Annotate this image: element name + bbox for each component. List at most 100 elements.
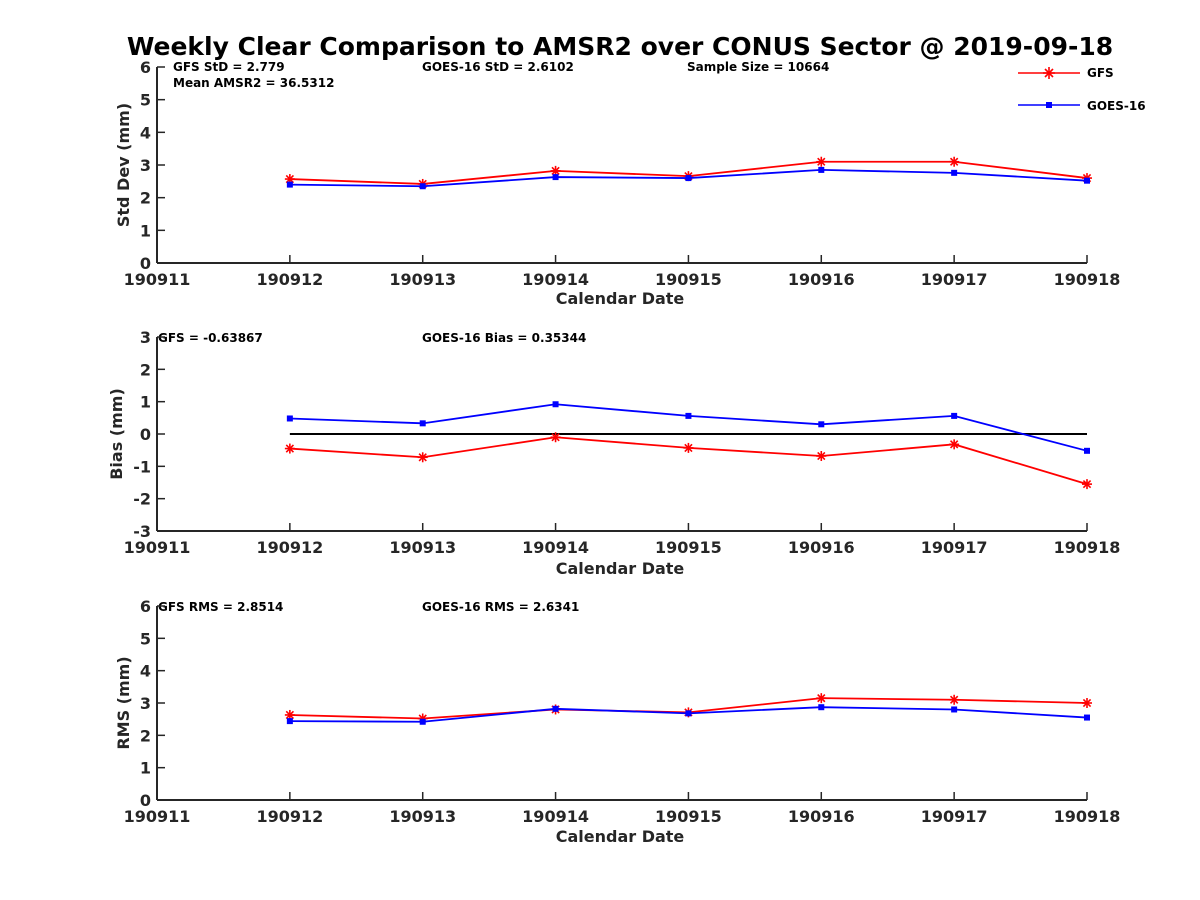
data-point-goes-16 [818, 421, 825, 428]
data-point-gfs [417, 452, 428, 463]
x-tick-label: 190911 [124, 270, 191, 289]
x-tick-label: 190915 [655, 538, 722, 557]
data-point-gfs [1082, 698, 1092, 708]
x-axis-label: Calendar Date [556, 289, 685, 308]
y-tick-label: 0 [140, 425, 151, 444]
y-axis-label: Bias (mm) [107, 388, 126, 480]
data-point-goes-16 [1084, 177, 1090, 184]
y-tick-label: 6 [140, 58, 151, 77]
x-tick-label: 190911 [124, 538, 191, 557]
x-tick-label: 190912 [256, 807, 323, 826]
data-point-goes-16 [818, 704, 825, 711]
x-tick-label: 190917 [921, 270, 988, 289]
annotation-gfs-bias: GFS = -0.63867 [158, 331, 263, 345]
y-tick-label: 6 [140, 597, 151, 616]
y-tick-label: -3 [133, 522, 151, 541]
data-point-goes-16 [286, 718, 293, 725]
data-point-goes-16 [951, 706, 958, 713]
x-tick-label: 190913 [389, 807, 456, 826]
y-tick-label: 2 [140, 726, 151, 745]
y-tick-label: 5 [140, 629, 151, 648]
x-tick-label: 190911 [124, 807, 191, 826]
x-tick-label: 190915 [655, 270, 722, 289]
y-tick-label: 1 [140, 759, 151, 778]
x-tick-label: 190912 [256, 538, 323, 557]
y-tick-label: 0 [140, 791, 151, 810]
legend-goes-label: GOES-16 [1087, 99, 1146, 113]
annotation-goes-std: GOES-16 StD = 2.6102 [422, 60, 574, 74]
data-point-gfs [550, 432, 561, 443]
y-tick-label: 1 [140, 221, 151, 240]
legend-gfs-label: GFS [1087, 66, 1114, 80]
y-tick-label: 3 [140, 328, 151, 347]
y-tick-label: -2 [133, 490, 151, 509]
y-tick-label: 3 [140, 156, 151, 175]
y-tick-label: 4 [140, 123, 151, 142]
y-tick-label: 2 [140, 360, 151, 379]
y-tick-label: 4 [140, 662, 151, 681]
data-point-goes-16 [685, 710, 692, 717]
panel-rms: GFS RMS = 2.8514 GOES-16 RMS = 2.6341 Ca… [114, 597, 1120, 846]
legend: GFS GOES-16 [1018, 66, 1146, 113]
legend-goes-marker [1046, 102, 1052, 108]
x-tick-label: 190914 [522, 807, 589, 826]
data-point-gfs [816, 156, 827, 167]
data-point-goes-16 [685, 175, 692, 182]
data-point-gfs [816, 450, 827, 461]
annotation-gfs-std: GFS StD = 2.779 [173, 60, 285, 74]
data-point-gfs [1082, 479, 1092, 490]
panel-bias: GFS = -0.63867 GOES-16 Bias = 0.35344 Ca… [107, 328, 1120, 578]
x-tick-label: 190914 [522, 538, 589, 557]
annotation-mean-amsr2: Mean AMSR2 = 36.5312 [173, 76, 334, 90]
data-point-goes-16 [818, 166, 825, 173]
annotation-gfs-rms: GFS RMS = 2.8514 [158, 600, 283, 614]
data-point-gfs [816, 693, 827, 704]
data-point-gfs [949, 156, 960, 167]
data-point-goes-16 [419, 183, 426, 190]
y-tick-label: -1 [133, 457, 151, 476]
x-tick-label: 190918 [1054, 538, 1121, 557]
data-point-goes-16 [685, 412, 692, 419]
panel-std-dev: GFS StD = 2.779 GOES-16 StD = 2.6102 Sam… [114, 58, 1120, 308]
data-point-goes-16 [286, 181, 293, 188]
x-axis-label: Calendar Date [556, 827, 685, 846]
data-point-gfs [949, 439, 960, 450]
y-tick-label: 3 [140, 694, 151, 713]
x-tick-label: 190912 [256, 270, 323, 289]
data-point-gfs [550, 165, 561, 176]
x-axis-label: Calendar Date [556, 559, 685, 578]
data-point-goes-16 [1084, 714, 1090, 721]
legend-gfs-marker [1043, 67, 1055, 79]
annotation-goes-rms: GOES-16 RMS = 2.6341 [422, 600, 579, 614]
data-point-goes-16 [1084, 447, 1090, 454]
data-point-gfs [284, 174, 295, 185]
data-point-goes-16 [419, 718, 426, 725]
y-tick-label: 5 [140, 91, 151, 110]
annotation-sample-size: Sample Size = 10664 [687, 60, 829, 74]
y-tick-label: 1 [140, 393, 151, 412]
x-tick-label: 190917 [921, 538, 988, 557]
data-point-goes-16 [951, 412, 958, 419]
data-point-goes-16 [419, 420, 426, 427]
data-point-gfs [683, 442, 694, 453]
data-point-gfs [949, 694, 960, 705]
x-tick-label: 190916 [788, 270, 855, 289]
data-point-gfs [284, 443, 295, 454]
data-point-goes-16 [552, 705, 559, 712]
y-tick-label: 2 [140, 189, 151, 208]
y-axis-label: Std Dev (mm) [114, 103, 133, 227]
annotation-goes-bias: GOES-16 Bias = 0.35344 [422, 331, 586, 345]
x-tick-label: 190918 [1054, 270, 1121, 289]
x-tick-label: 190913 [389, 270, 456, 289]
x-tick-label: 190915 [655, 807, 722, 826]
data-point-goes-16 [552, 401, 559, 408]
x-tick-label: 190917 [921, 807, 988, 826]
chart-title: Weekly Clear Comparison to AMSR2 over CO… [127, 32, 1113, 61]
x-tick-label: 190918 [1054, 807, 1121, 826]
data-point-goes-16 [951, 169, 958, 176]
data-point-goes-16 [552, 174, 559, 181]
x-tick-label: 190916 [788, 807, 855, 826]
x-tick-label: 190913 [389, 538, 456, 557]
y-tick-label: 0 [140, 254, 151, 273]
